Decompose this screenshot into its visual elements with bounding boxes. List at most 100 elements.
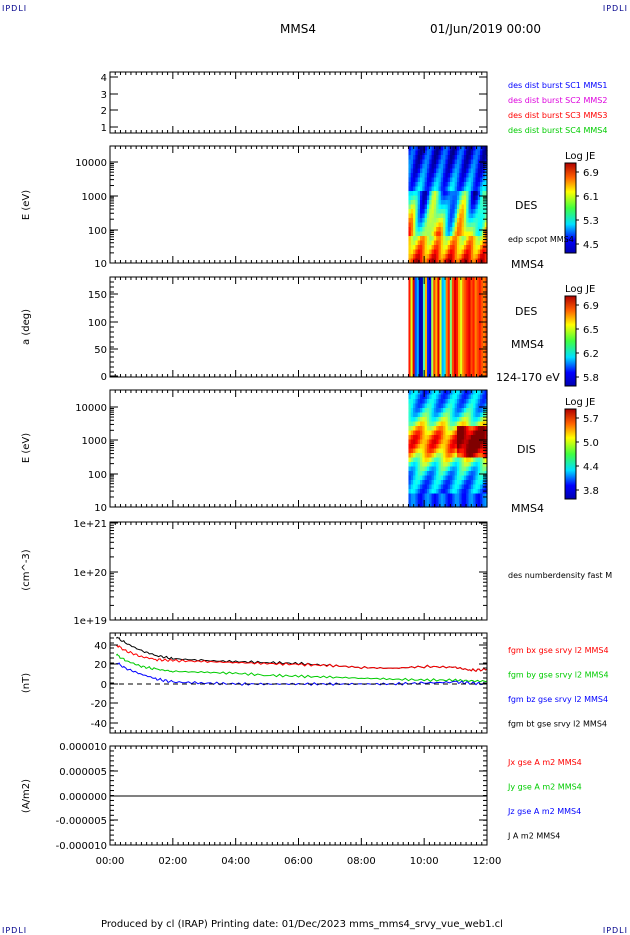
spectrogram-cell — [454, 444, 458, 450]
spectrogram-cell — [456, 453, 460, 459]
spectrogram-cell — [415, 498, 419, 504]
config-legend-item: des dist burst SC3 MMS3 — [508, 111, 607, 120]
spectrogram-cell — [450, 159, 453, 165]
spectrogram-cell — [422, 164, 426, 170]
spectrogram-cell — [450, 236, 453, 242]
spectrogram-cell — [480, 430, 483, 436]
time-axis-label: 12:00 — [473, 856, 502, 867]
spectrogram-cell — [426, 435, 430, 441]
spectrogram-cell — [461, 213, 465, 219]
spectrogram-cell — [431, 222, 435, 228]
spectrogram-cell — [438, 204, 442, 210]
spectrogram-cell — [450, 471, 453, 477]
spectrogram-cell — [426, 218, 430, 224]
spectrogram-cell — [440, 430, 444, 436]
spectrogram-cell — [422, 457, 426, 463]
des-energy-ylabel: E (eV) — [21, 190, 32, 220]
spectrogram-cell — [417, 484, 421, 490]
spectrogram-cell — [431, 394, 435, 400]
spectrogram-cell — [429, 191, 433, 197]
spectrogram-cell — [475, 412, 479, 418]
spectrogram-cell — [477, 168, 481, 174]
spectrogram-cell — [468, 435, 472, 441]
spectrogram-cell — [450, 489, 453, 495]
spectrogram-cell — [408, 240, 412, 246]
spectrogram-cell — [482, 245, 486, 251]
spectrogram-cell — [480, 195, 483, 201]
spectrogram-cell — [422, 249, 426, 255]
spectrogram-cell — [470, 173, 474, 179]
spectrogram-cell — [420, 173, 423, 179]
spectrogram-cell — [429, 150, 433, 156]
spectrogram-cell — [445, 466, 449, 472]
spectrogram-cell — [436, 498, 440, 504]
spectrogram-cell — [443, 394, 447, 400]
spectrogram-cell — [431, 204, 435, 210]
spectrogram-cell — [466, 204, 470, 210]
spectrogram-cell — [433, 200, 437, 206]
spectrogram-cell — [438, 453, 442, 459]
spectrogram-cell — [433, 471, 437, 477]
spectrogram-cell — [454, 484, 458, 490]
spectrogram-cell — [459, 408, 463, 414]
spectrogram-cell — [454, 489, 458, 495]
spectrogram-cell — [480, 200, 483, 206]
spectrogram-cell — [456, 236, 460, 242]
spectrogram-cell — [456, 493, 460, 499]
spectrogram-cell — [408, 236, 412, 242]
spectrogram-cell — [408, 417, 412, 423]
spectrogram-cell — [413, 222, 416, 228]
spectrogram-cell — [475, 159, 479, 165]
spectrogram-cell — [410, 426, 414, 432]
des-pitch-colorbar-title: Log JE — [565, 284, 595, 295]
spectrogram-cell — [470, 444, 474, 450]
spectrogram-cell — [447, 421, 451, 427]
spectrogram-cell — [443, 408, 447, 414]
spectrogram-cell — [450, 421, 453, 427]
spectrogram-cell — [436, 186, 440, 192]
spectrogram-cell — [468, 457, 472, 463]
spectrogram-cell — [433, 227, 437, 233]
spectrogram-cell — [463, 186, 467, 192]
spectrogram-cell — [433, 430, 437, 436]
spectrogram-cell — [422, 177, 426, 183]
spectrogram-cell — [447, 480, 451, 486]
dis-energy-colorbar-label: 5.0 — [583, 438, 599, 449]
spectrogram-cell — [470, 213, 474, 219]
spectrogram-cell — [452, 403, 456, 409]
spectrogram-cell — [431, 249, 435, 255]
spectrogram-cell — [468, 168, 472, 174]
spectrogram-cell — [477, 390, 481, 396]
pitch-angle-column — [441, 277, 445, 377]
spectrogram-cell — [452, 439, 456, 445]
config-legend-item: des dist burst SC4 MMS4 — [508, 126, 607, 135]
spectrogram-cell — [433, 421, 437, 427]
spectrogram-cell — [447, 399, 451, 405]
spectrogram-cell — [452, 186, 456, 192]
des-pitch-colorbar — [564, 295, 577, 387]
spectrogram-cell — [422, 213, 426, 219]
spectrogram-cell — [422, 466, 426, 472]
spectrogram-cell — [463, 403, 467, 409]
spectrogram-cell — [473, 150, 477, 156]
spectrogram-cell — [473, 462, 477, 468]
spectrogram-cell — [461, 168, 465, 174]
spectrogram-cell — [429, 453, 433, 459]
des-energy-colorbar — [564, 162, 577, 254]
spectrogram-cell — [484, 155, 488, 161]
spectrogram-cell — [447, 484, 451, 490]
spectrogram-cell — [436, 177, 440, 183]
spectrogram-cell — [468, 200, 472, 206]
spectrogram-cell — [461, 417, 465, 423]
spectrogram-cell — [429, 240, 433, 246]
spectrogram-cell — [426, 173, 430, 179]
spectrogram-cell — [450, 399, 453, 405]
spectrogram-cell — [463, 475, 467, 481]
spectrogram-cell — [447, 240, 451, 246]
spectrogram-cell — [468, 150, 472, 156]
spectrogram-cell — [433, 498, 437, 504]
spectrogram-cell — [459, 399, 463, 405]
spectrogram-cell — [454, 200, 458, 206]
spectrogram-cell — [450, 439, 453, 445]
